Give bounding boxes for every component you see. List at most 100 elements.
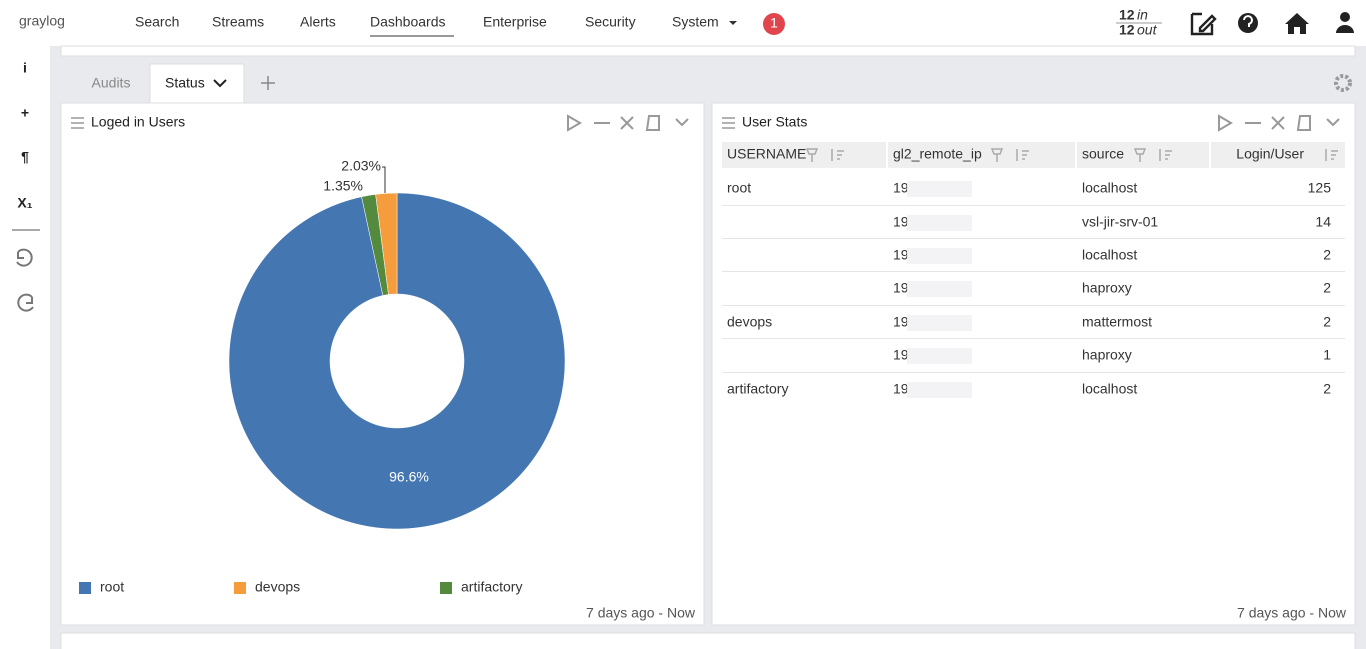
sort-icon[interactable]: [1133, 148, 1172, 162]
row-separator: [722, 372, 1345, 373]
out-label: out: [1137, 22, 1158, 38]
slice-label: 2.03%: [341, 158, 381, 174]
sidebar-icon[interactable]: i: [23, 60, 27, 76]
home-icon[interactable]: [1285, 13, 1309, 34]
nav-item[interactable]: Dashboards: [370, 14, 446, 30]
pie-slice: [228, 192, 566, 530]
table-cell: 125: [1308, 180, 1332, 196]
add-tab[interactable]: [261, 76, 275, 90]
table-cell: 2: [1323, 314, 1331, 330]
table-cell: 19: [893, 280, 909, 296]
redo-icon[interactable]: [17, 293, 34, 312]
table-cell: devops: [727, 314, 772, 330]
row-separator: [722, 271, 1345, 272]
sidebar-icon[interactable]: ¶: [21, 149, 29, 165]
table-cell: artifactory: [727, 381, 788, 397]
sidebar-icon[interactable]: X₁: [17, 195, 32, 211]
blurred-ip: [907, 215, 972, 231]
nav-item[interactable]: Search: [135, 14, 179, 30]
row-separator: [722, 338, 1345, 339]
sidebar: [0, 46, 50, 649]
blurred-ip: [907, 315, 972, 331]
widget-time: 7 days ago - Now: [1237, 605, 1347, 621]
table-cell: mattermost: [1082, 314, 1152, 330]
table-cell: 19: [893, 381, 909, 397]
action-icons[interactable]: [1218, 114, 1340, 132]
in-label: in: [1137, 7, 1148, 23]
table-cell: haproxy: [1082, 280, 1132, 296]
slice-label: 96.6%: [389, 469, 429, 485]
column-header[interactable]: USERNAME: [727, 146, 806, 162]
nav-item[interactable]: Streams: [212, 14, 264, 30]
widget-pie: [60, 102, 705, 626]
column-header[interactable]: source: [1082, 146, 1124, 162]
blurred-ip: [907, 348, 972, 364]
table-header-bg: [722, 142, 1345, 168]
row-separator: [722, 238, 1345, 239]
user-head[interactable]: [1340, 12, 1350, 22]
tab[interactable]: Audits: [92, 75, 131, 91]
widget-time: 7 days ago - Now: [586, 605, 696, 621]
table-cell: 19: [893, 180, 909, 196]
legend-label[interactable]: artifactory: [461, 579, 522, 595]
table-cell: 2: [1323, 381, 1331, 397]
badge: 1: [770, 15, 778, 31]
legend-swatch[interactable]: [440, 582, 452, 594]
column-header[interactable]: Login/User: [1236, 146, 1304, 162]
column-header[interactable]: gl2_remote_ip: [893, 146, 982, 162]
header-strip: [60, 45, 1356, 57]
blurred-ip: [907, 181, 972, 197]
table-cell: localhost: [1082, 180, 1137, 196]
out-count: 12: [1119, 22, 1135, 38]
in-count: 12: [1119, 7, 1135, 23]
logo: graylog: [19, 13, 65, 29]
widget-title: User Stats: [742, 114, 807, 130]
blurred-ip: [907, 248, 972, 264]
help-icon[interactable]: [1238, 13, 1258, 33]
legend-label[interactable]: root: [100, 579, 124, 595]
row-separator: [722, 205, 1345, 206]
settings-icon[interactable]: [1334, 74, 1352, 92]
table-cell: 2: [1323, 280, 1331, 296]
nav-item[interactable]: Enterprise: [483, 14, 547, 30]
widget-partial: [60, 632, 1356, 649]
legend-swatch[interactable]: [234, 582, 246, 594]
sort-icon[interactable]: [990, 148, 1029, 162]
active-tab[interactable]: [149, 63, 245, 105]
nav-item[interactable]: System: [672, 14, 719, 30]
legend-label[interactable]: devops: [255, 579, 300, 595]
sort-icon[interactable]: [1325, 149, 1338, 161]
table-cell: 19: [893, 347, 909, 363]
table-cell: 19: [893, 247, 909, 263]
badge-bg[interactable]: [763, 13, 785, 35]
tab[interactable]: Status: [165, 75, 205, 91]
nav-item[interactable]: Security: [585, 14, 636, 30]
sort-icon[interactable]: [805, 148, 844, 162]
leader-line: [382, 166, 386, 193]
table-cell: localhost: [1082, 381, 1137, 397]
undo-icon[interactable]: [16, 248, 33, 267]
edit-icon[interactable]: [1190, 12, 1217, 36]
table-cell: localhost: [1082, 247, 1137, 263]
table-cell: root: [727, 180, 751, 196]
tab-caret[interactable]: [213, 79, 227, 88]
widget-table: [711, 102, 1356, 626]
table-cell: 19: [893, 314, 909, 330]
table-cell: 19: [893, 214, 909, 230]
sidebar-icon[interactable]: +: [21, 105, 29, 121]
table-cell: 2: [1323, 247, 1331, 263]
row-separator: [722, 305, 1345, 306]
legend-swatch[interactable]: [79, 582, 91, 594]
action-icons[interactable]: [567, 114, 689, 132]
table-cell: 14: [1315, 214, 1331, 230]
slice-label: 1.35%: [323, 178, 363, 194]
pie-slice: [375, 192, 398, 295]
blurred-ip: [907, 281, 972, 297]
table-cell: vsl-jir-srv-01: [1082, 214, 1158, 230]
nav-item[interactable]: Alerts: [300, 14, 336, 30]
widget-title: Loged in Users: [91, 114, 185, 130]
system-caret[interactable]: [729, 21, 737, 25]
user-body[interactable]: [1336, 25, 1354, 33]
help-glyph: [1243, 15, 1253, 27]
